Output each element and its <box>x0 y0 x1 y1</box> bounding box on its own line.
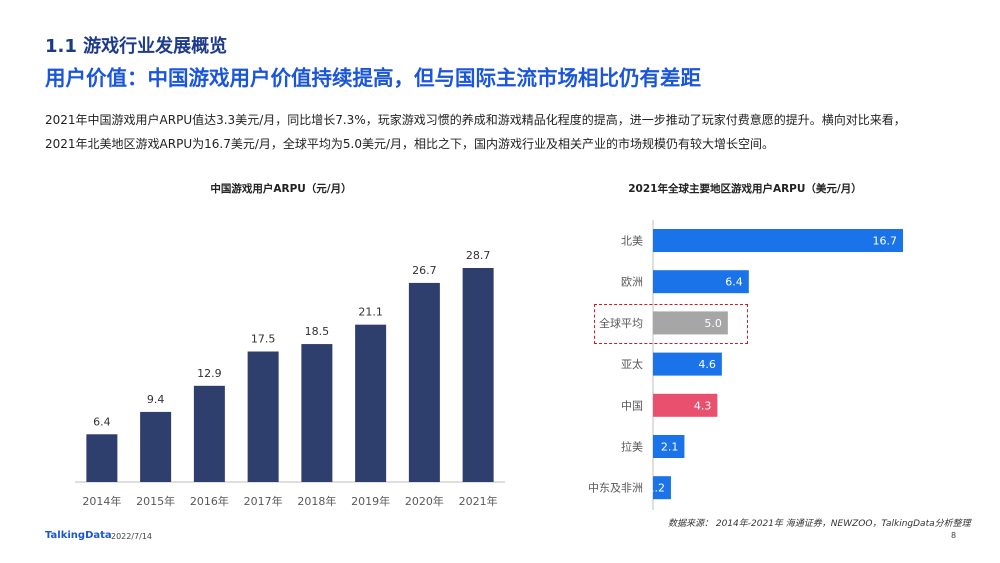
bar <box>653 352 722 376</box>
data-label: 2.1 <box>661 441 679 454</box>
data-label: 26.7 <box>412 264 437 277</box>
footer-date: 2022/7/14 <box>111 532 153 541</box>
data-label: 21.1 <box>358 306 383 319</box>
bar <box>462 268 494 482</box>
summary-text: 2021年中国游戏用户ARPU值达3.3美元/月，同比增长7.3%，玩家游戏习惯… <box>45 108 960 156</box>
right-chart-title: 2021年全球主要地区游戏用户ARPU（美元/月） <box>628 183 862 195</box>
x-tick-label: 2019年 <box>351 494 390 508</box>
x-tick-label: 2016年 <box>190 494 229 508</box>
section-title: 1.1 游戏行业发展概览 <box>45 36 228 57</box>
x-tick-label: 2014年 <box>82 494 121 508</box>
global-average-highlight-box <box>594 304 748 344</box>
left-chart-title: 中国游戏用户ARPU（元/月） <box>210 183 352 195</box>
data-label: 16.7 <box>873 235 898 248</box>
bar <box>653 476 671 500</box>
x-tick-label: 2020年 <box>405 494 444 508</box>
data-label: 17.5 <box>251 333 276 346</box>
summary-line-1: 2021年中国游戏用户ARPU值达3.3美元/月，同比增长7.3%，玩家游戏习惯… <box>45 113 906 127</box>
y-tick-label: 拉美 <box>621 440 643 454</box>
talkingdata-logo: TalkingData <box>45 530 112 541</box>
y-tick-label: 欧洲 <box>621 276 643 289</box>
bar <box>140 411 172 482</box>
x-tick-label: 2015年 <box>136 494 175 508</box>
x-tick-label: 2017年 <box>244 494 283 508</box>
y-tick-label: 亚太 <box>621 358 643 371</box>
data-label: 1.2 <box>647 482 665 495</box>
data-label: 4.3 <box>694 399 712 412</box>
bar <box>653 311 728 335</box>
data-label: 28.7 <box>466 249 491 262</box>
y-tick-label: 全球平均 <box>599 316 643 330</box>
bar <box>653 435 685 458</box>
y-tick-label: 中国 <box>621 399 643 412</box>
data-label: 5.0 <box>704 317 722 330</box>
bar <box>653 229 903 252</box>
x-tick-label: 2021年 <box>459 494 498 508</box>
y-tick-label: 中东及非洲 <box>588 482 643 495</box>
bar <box>653 393 718 417</box>
bar <box>355 324 387 482</box>
bar <box>86 434 118 482</box>
y-tick-label: 北美 <box>621 235 643 248</box>
page-headline: 用户价值：中国游戏用户价值持续提高，但与国际主流市场相比仍有差距 <box>45 66 701 90</box>
source-note: 数据来源： 2014年-2021年 海通证券，NEWZOO，TalkingDat… <box>668 519 971 529</box>
data-label: 6.4 <box>725 276 743 289</box>
bar <box>408 282 440 482</box>
bar <box>301 344 333 482</box>
data-label: 12.9 <box>197 367 222 380</box>
page-number: 8 <box>951 531 957 540</box>
data-label: 6.4 <box>93 415 111 428</box>
bar <box>193 385 225 482</box>
data-label: 9.4 <box>147 393 165 406</box>
bar <box>247 351 279 482</box>
x-tick-label: 2018年 <box>297 494 336 508</box>
data-label: 4.6 <box>698 358 716 371</box>
bar <box>653 270 749 294</box>
summary-line-2: 2021年北美地区游戏ARPU为16.7美元/月，全球平均为5.0美元/月，相比… <box>45 137 774 151</box>
data-label: 18.5 <box>305 325 330 338</box>
